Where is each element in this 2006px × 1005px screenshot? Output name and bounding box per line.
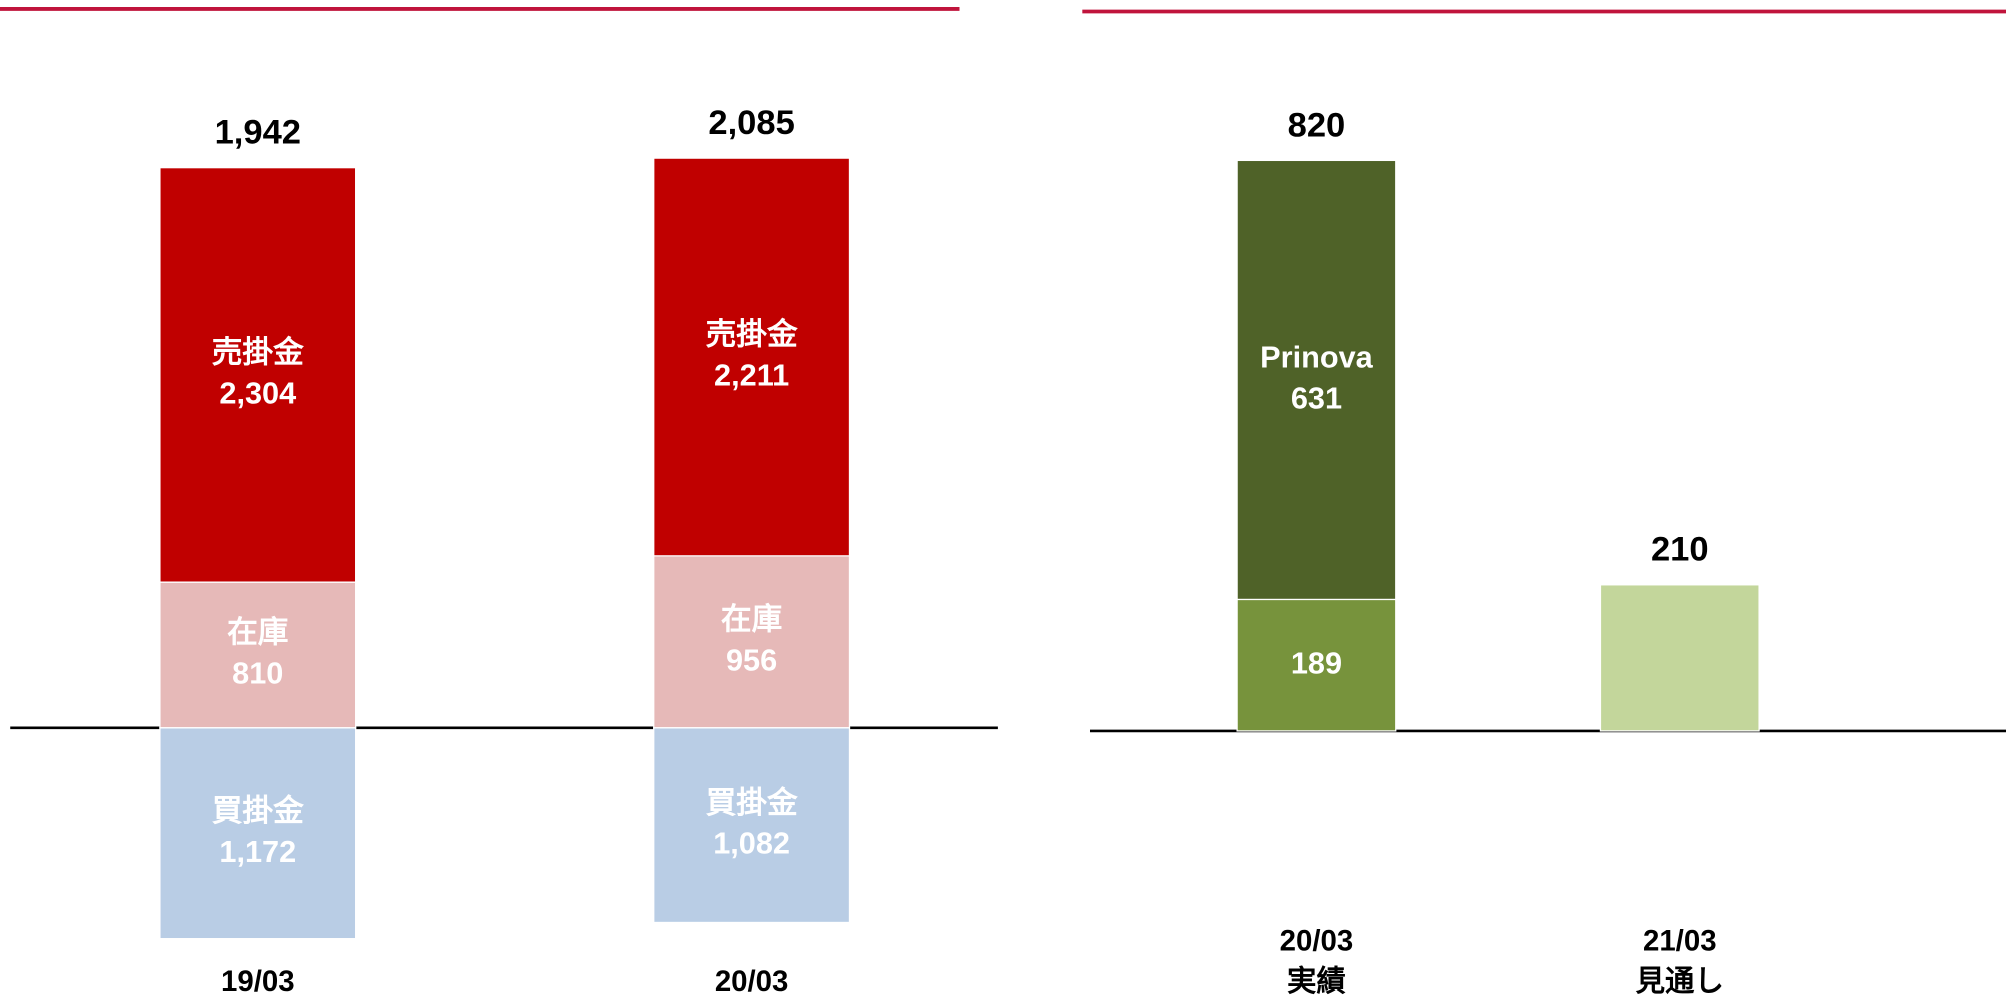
segment-label: 956 xyxy=(726,643,777,677)
bar-segment xyxy=(653,727,851,924)
segment-name: Prinova xyxy=(1260,341,1373,375)
segment-name: 買掛金 xyxy=(212,793,304,828)
segment-label: 2,211 xyxy=(714,359,789,393)
bar-segment xyxy=(653,157,851,557)
segment-name: 売掛金 xyxy=(212,335,304,370)
segment-name: 売掛金 xyxy=(706,317,798,352)
segment-name: 買掛金 xyxy=(706,785,798,820)
bar-segment xyxy=(1236,598,1397,732)
x-tick-label: 実績 xyxy=(1287,965,1346,998)
total-label: 2,085 xyxy=(708,104,794,142)
bar-segment xyxy=(159,727,357,940)
bar-segment xyxy=(159,167,357,583)
x-tick-label: 19/03 xyxy=(221,965,295,998)
segment-label: 2,304 xyxy=(219,376,296,410)
segment-name: 在庫 xyxy=(721,603,782,637)
bar-segment xyxy=(159,581,357,729)
segment-label: 1,082 xyxy=(713,827,790,861)
bar-segment xyxy=(1599,584,1760,732)
x-tick-label: 20/03 xyxy=(715,965,789,998)
total-label: 1,942 xyxy=(215,114,301,152)
segment-label: 1,172 xyxy=(219,835,296,869)
bar-segment xyxy=(1236,159,1397,601)
x-tick-label: 見通し xyxy=(1636,965,1724,998)
total-label: 820 xyxy=(1288,106,1346,144)
x-tick-label: 21/03 xyxy=(1643,924,1717,957)
segment-label: 631 xyxy=(1291,381,1342,415)
x-tick-label: 20/03 xyxy=(1280,924,1354,957)
segment-label: 810 xyxy=(232,657,283,691)
segment-name: 在庫 xyxy=(227,616,288,650)
bar-segment xyxy=(653,555,851,729)
total-label: 210 xyxy=(1651,531,1709,569)
segment-label: 189 xyxy=(1291,646,1342,680)
